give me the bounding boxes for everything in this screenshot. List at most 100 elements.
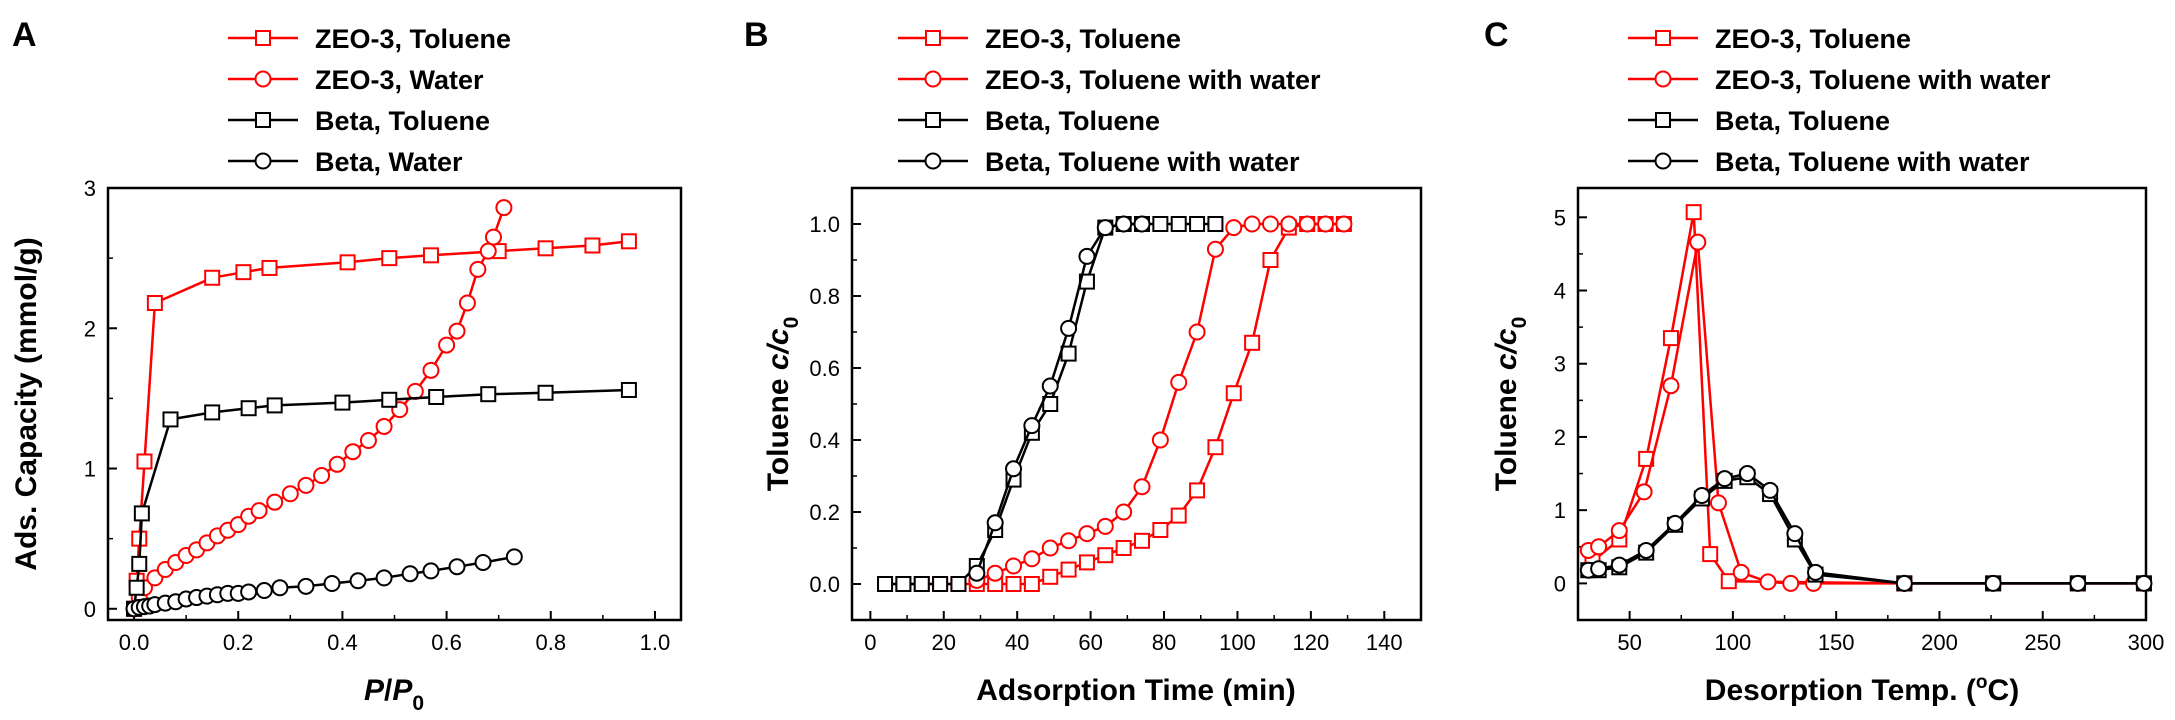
x-tick-label: 50 (1617, 630, 1641, 655)
series-zeo-3-toluene (877, 216, 1352, 592)
x-tick-label: 120 (1293, 630, 1330, 655)
data-point (1738, 465, 1756, 483)
legend-label: ZEO-3, Toluene (315, 24, 511, 54)
data-point (1060, 319, 1078, 337)
series-zeo-3-water (125, 199, 513, 618)
legend-item: Beta, Toluene (228, 106, 490, 136)
series-line (132, 388, 629, 609)
legend-label: Beta, Toluene (1715, 106, 1890, 136)
x-axis: 0 20 40 60 80 100 120 140 (864, 611, 1403, 655)
y-tick-label: 3 (1554, 352, 1566, 377)
x-tick-label: 20 (932, 630, 956, 655)
y-tick-label: 2 (1554, 425, 1566, 450)
data-point (458, 294, 476, 312)
data-point (297, 577, 315, 595)
y-axis-title: Toluene c/c0 (762, 317, 803, 492)
x-tick-label: 150 (1818, 630, 1855, 655)
data-point (479, 242, 497, 260)
legend-label: Beta, Toluene (985, 106, 1160, 136)
legend-marker (254, 70, 272, 88)
data-point (1689, 233, 1707, 251)
y-axis-title: Toluene c/c0 (1490, 317, 1531, 492)
data-point (1023, 550, 1041, 568)
legend-label: Beta, Toluene with water (1715, 147, 2030, 177)
data-point (1335, 215, 1353, 233)
data-point (1590, 560, 1608, 578)
data-point (950, 576, 967, 592)
x-tick-label: 200 (1921, 630, 1958, 655)
data-point (438, 336, 456, 354)
panel-letter: B (744, 16, 769, 54)
y-tick-label: 2 (84, 316, 96, 341)
legend-label: ZEO-3, Water (315, 65, 484, 95)
legend-marker (1655, 112, 1671, 128)
data-point (484, 228, 502, 246)
data-point (204, 404, 221, 421)
x-tick-label: 100 (1219, 630, 1256, 655)
series-beta-toluene-with-water (1579, 465, 2153, 592)
data-point (162, 411, 179, 428)
data-point (1097, 547, 1114, 564)
y-tick-label: 5 (1554, 205, 1566, 230)
data-point (406, 382, 424, 400)
panel-b: B ZEO-3, Toluene ZEO-3, Toluene with water… (744, 16, 1423, 707)
data-point (1133, 478, 1151, 496)
data-point (1732, 563, 1750, 581)
y-axis: 0 1 2 3 4 5 (1554, 205, 1587, 596)
data-point (240, 400, 257, 417)
data-point (448, 558, 466, 576)
y-tick-label: 4 (1554, 279, 1566, 304)
x-tick-label: 140 (1366, 630, 1403, 655)
x-tick-label: 80 (1152, 630, 1176, 655)
y-tick-label: 0.4 (809, 428, 840, 453)
legend: ZEO-3, Toluene ZEO-3, Toluene with water B… (1628, 24, 2051, 177)
data-point (1317, 215, 1335, 233)
data-point (1041, 539, 1059, 557)
legend: ZEO-3, Toluene ZEO-3, Water Beta, Toluene B… (228, 24, 511, 177)
data-point (495, 199, 513, 217)
data-point (1709, 494, 1727, 512)
data-point (1042, 568, 1059, 585)
data-point (422, 247, 439, 264)
data-point (1170, 507, 1187, 524)
data-point (1078, 247, 1096, 265)
data-point (1041, 377, 1059, 395)
x-tick-label: 0.6 (431, 630, 462, 655)
data-point (448, 322, 466, 340)
legend-label: Beta, Toluene with water (985, 147, 1300, 177)
data-point (1662, 377, 1680, 395)
data-point (255, 582, 273, 600)
data-point (136, 453, 153, 470)
data-point (474, 553, 492, 571)
data-point (381, 391, 398, 408)
x-tick-label: 1.0 (640, 630, 671, 655)
legend-item: Beta, Toluene with water (898, 147, 1300, 177)
panel-a: A ZEO-3, Toluene ZEO-3, Water Beta, Toluene… (10, 16, 683, 715)
legend-item: ZEO-3, Toluene (228, 24, 511, 54)
data-point (1151, 431, 1169, 449)
data-point (1261, 215, 1279, 233)
data-point (584, 237, 601, 254)
data-point (1023, 417, 1041, 435)
plot-frame (1576, 186, 2148, 622)
data-point (537, 240, 554, 257)
data-point (480, 386, 497, 403)
y-tick-label: 0.0 (809, 572, 840, 597)
series-line (885, 222, 1344, 586)
x-axis-title: P/P0 (364, 674, 424, 715)
x-tick-label: 300 (2128, 630, 2165, 655)
data-point (1786, 525, 1804, 543)
data-point (1298, 215, 1316, 233)
data-point (1610, 522, 1628, 540)
x-tick-label: 100 (1715, 630, 1752, 655)
legend-label: ZEO-3, Toluene (985, 24, 1181, 54)
legend-item: ZEO-3, Toluene (1628, 24, 1911, 54)
legend: ZEO-3, Toluene ZEO-3, Toluene with water B… (898, 24, 1321, 177)
data-point (2135, 574, 2153, 592)
data-point (1666, 514, 1684, 532)
data-point (328, 455, 346, 473)
data-point (401, 565, 419, 583)
data-point (1207, 216, 1224, 232)
data-point (1637, 541, 1655, 559)
data-point (1720, 573, 1737, 590)
